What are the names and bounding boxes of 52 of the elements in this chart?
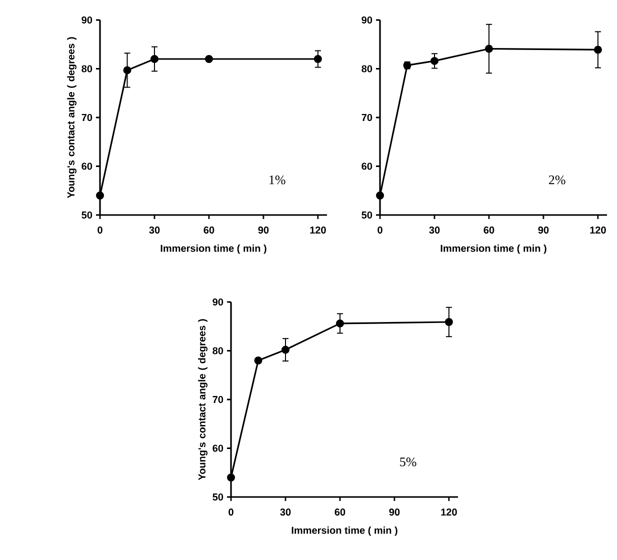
annotation: 5% — [400, 457, 416, 466]
point — [123, 66, 132, 74]
x-tick-label: 60 — [484, 226, 494, 234]
x-tick-label: 30 — [280, 508, 291, 516]
x-axis-title: Immersion time ( min ) — [160, 244, 266, 254]
x-tick-label: 90 — [258, 226, 269, 234]
y-tick-label: 70 — [362, 114, 372, 122]
x-tick-label: 90 — [389, 508, 400, 516]
point — [484, 44, 493, 53]
x-axis-title: Immersion time ( min ) — [292, 526, 398, 536]
annotation: 1% — [270, 175, 286, 184]
y-tick-label: 50 — [82, 211, 92, 219]
y-tick-label: 90 — [362, 16, 372, 24]
point — [594, 46, 602, 54]
x-tick-label: 0 — [378, 226, 382, 234]
y-tick-label: 80 — [212, 347, 224, 354]
point — [96, 191, 104, 200]
point — [376, 191, 384, 200]
y-tick-label: 80 — [82, 65, 92, 72]
point — [150, 55, 158, 63]
x-tick-label: 120 — [310, 226, 326, 234]
y-axis-title: Young's contact angle ( degrees ) — [67, 37, 76, 198]
x-tick-label: 90 — [538, 226, 549, 234]
x-tick-label: 60 — [334, 508, 346, 516]
x-tick-label: 30 — [429, 226, 440, 234]
point — [336, 319, 344, 328]
x-tick-label: 120 — [441, 508, 457, 516]
y-tick-label: 70 — [82, 114, 92, 122]
x-tick-label: 60 — [204, 226, 214, 234]
y-tick-label: 50 — [212, 493, 224, 501]
y-axis-title: Young's contact angle ( degrees ) — [198, 319, 208, 480]
y-tick-label: 90 — [82, 16, 92, 24]
y-tick-label: 90 — [212, 298, 224, 306]
point — [204, 55, 213, 63]
point — [430, 56, 438, 65]
y-tick-label: 60 — [212, 444, 224, 452]
y-tick-label: 70 — [212, 396, 224, 404]
x-tick-label: 30 — [149, 226, 160, 234]
y-tick-label: 60 — [362, 162, 372, 170]
point — [314, 55, 322, 63]
annotation: 2% — [548, 175, 566, 184]
y-tick-label: 50 — [362, 211, 372, 219]
x-tick-label: 0 — [228, 508, 234, 516]
point — [444, 318, 453, 326]
x-tick-label: 120 — [590, 226, 606, 234]
x-tick-label: 0 — [98, 226, 102, 234]
point — [254, 356, 262, 364]
y-tick-label: 60 — [82, 162, 92, 170]
y-tick-label: 80 — [362, 65, 372, 72]
point — [227, 474, 236, 482]
x-axis-title: Immersion time ( min ) — [440, 244, 546, 254]
point — [281, 346, 290, 354]
